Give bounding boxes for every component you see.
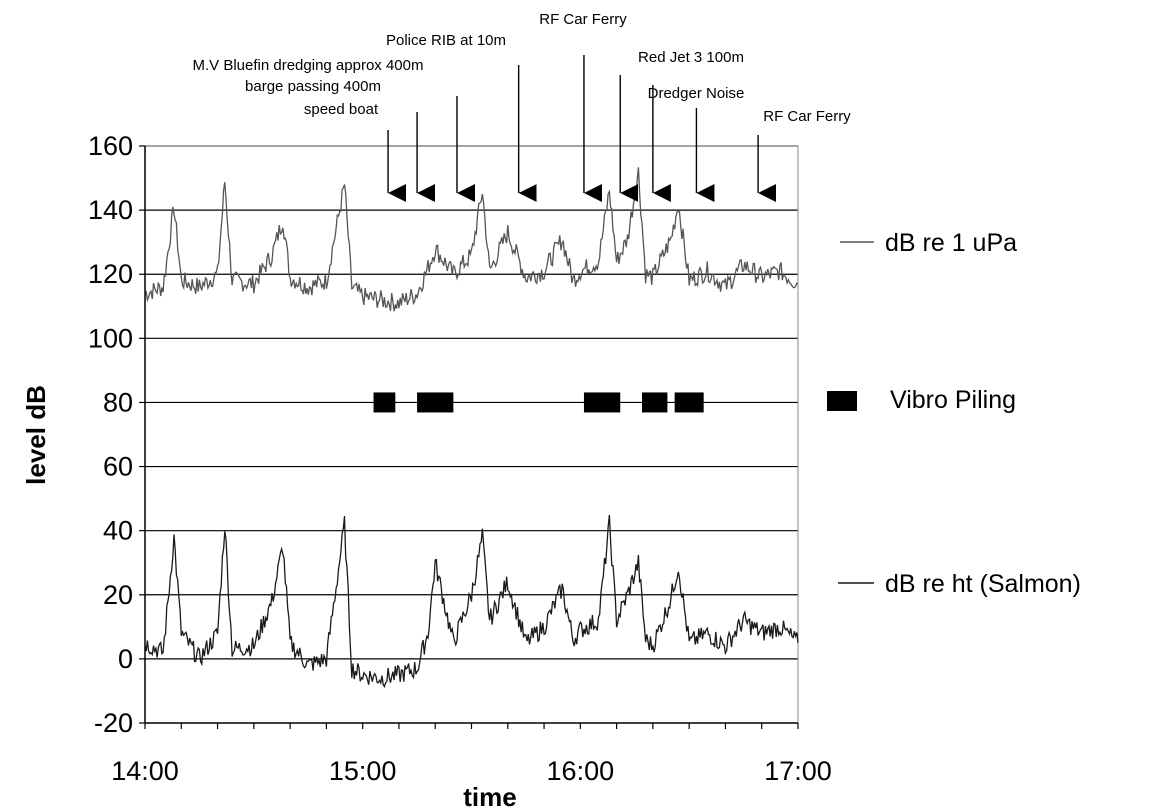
y-tick-label-2: 20 [103, 580, 133, 610]
x-tick-label-1: 15:00 [329, 756, 397, 786]
annotation-label-3: Police RIB at 10m [386, 32, 506, 49]
x-tick-label-2: 16:00 [547, 756, 615, 786]
annotation-label-4: RF Car Ferry [539, 11, 627, 28]
event-annotations: M.V Bluefin dredging approx 400m barge pa… [193, 11, 851, 202]
x-tick-labels: 14:00 15:00 16:00 17:00 [111, 723, 832, 786]
legend: dB re 1 uPa Vibro Piling dB re ht (Salmo… [827, 229, 1081, 598]
annotation-label-6: Dredger Noise [648, 85, 745, 102]
y-tick-label-7: 120 [88, 259, 133, 289]
annotation-label-2: speed boat [304, 101, 379, 118]
y-axis-title: level dB [21, 385, 51, 485]
annotation-label-5: Red Jet 3 100m [638, 49, 744, 66]
y-tick-label-0: -20 [94, 708, 133, 738]
series-layer [144, 167, 799, 689]
y-tick-labels: -20 0 20 40 60 80 100 120 140 160 [88, 131, 145, 738]
vibro-block-0 [373, 392, 396, 413]
y-tick-label-6: 100 [88, 323, 133, 353]
legend-label-spl: dB re 1 uPa [885, 229, 1017, 257]
vibro-block-2 [583, 392, 621, 413]
annotation-label-1: barge passing 400m [245, 78, 381, 95]
legend-label-vibro: Vibro Piling [890, 386, 1016, 414]
x-tick-label-3: 17:00 [764, 756, 832, 786]
vibro-block-3 [642, 392, 668, 413]
x-tick-label-0: 14:00 [111, 756, 179, 786]
vibro-block-4 [674, 392, 704, 413]
y-tick-label-3: 40 [103, 516, 133, 546]
vibro-piling-blocks [373, 392, 704, 413]
legend-label-salmon: dB re ht (Salmon) [885, 570, 1081, 598]
y-tick-label-5: 80 [103, 387, 133, 417]
y-tick-label-1: 0 [118, 644, 133, 674]
series-line-0 [144, 167, 799, 312]
x-axis-title: time [463, 782, 516, 811]
annotation-label-7: RF Car Ferry [763, 108, 851, 125]
y-tick-label-8: 140 [88, 195, 133, 225]
legend-swatch-vibro [827, 391, 857, 411]
y-tick-label-9: 160 [88, 131, 133, 161]
series-line-1 [144, 514, 799, 689]
annotation-label-0: M.V Bluefin dredging approx 400m [193, 57, 424, 74]
y-tick-label-4: 60 [103, 452, 133, 482]
vibro-block-1 [417, 392, 454, 413]
